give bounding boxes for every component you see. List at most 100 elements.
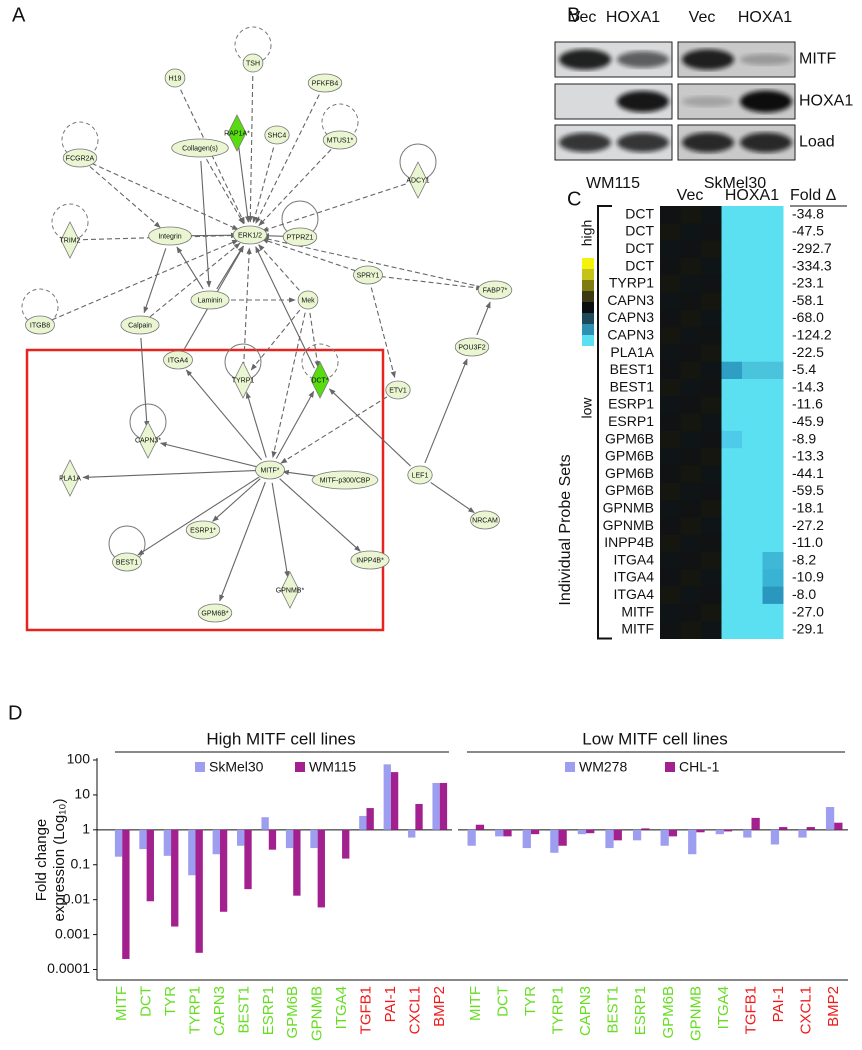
heatmap-cell — [680, 327, 702, 345]
node-shape — [310, 361, 330, 399]
row-gene: INPP4B — [604, 534, 654, 550]
node-label: FCGR2A — [66, 155, 95, 162]
heatmap-cell — [742, 327, 763, 345]
heatmap-cell — [742, 413, 763, 432]
node-shape — [60, 221, 80, 259]
blot-band — [617, 90, 669, 113]
network-nodes: H19 TSH PFKFB4 FCGR2A Collagen(s) RAP1A* SHC4 M… — [25, 53, 513, 623]
heatmap-cell — [762, 413, 784, 432]
node-shape — [408, 161, 428, 199]
network-edge — [216, 245, 244, 290]
y-tick-label: 10 — [74, 786, 90, 802]
heatmap-cell — [701, 517, 722, 536]
heatmap-cell — [721, 552, 743, 570]
network-edge — [243, 247, 252, 368]
x-tick-label: PAI-1 — [382, 986, 399, 1022]
node-label: GPM6B* — [201, 610, 229, 617]
node-label: PFKFB4 — [312, 80, 339, 87]
heatmap-cell — [701, 603, 722, 622]
row-fold: -29.1 — [792, 621, 824, 637]
bar — [530, 829, 540, 835]
network-edge — [149, 242, 241, 318]
heatmap-header: Fold Δ — [790, 187, 837, 204]
row-fold: -45.9 — [792, 413, 824, 429]
heatmap-cell — [660, 465, 681, 484]
heatmap-cell — [660, 448, 681, 466]
network-edge — [89, 166, 161, 228]
x-tick-label: GPNMB — [309, 986, 326, 1041]
x-tick-label: TGFB1 — [742, 986, 759, 1034]
node-label: Laminin — [198, 297, 223, 304]
heatmap-cell — [762, 552, 784, 570]
row-gene: GPM6B — [605, 448, 654, 464]
heatmap-cell — [721, 465, 743, 484]
heatmap-cell — [680, 552, 702, 570]
x-tick-label: BMP2 — [431, 986, 448, 1027]
heatmap-cell — [680, 206, 702, 224]
network-edge — [430, 481, 475, 514]
node-shape — [470, 510, 500, 530]
heatmap-cell — [742, 257, 763, 276]
heatmap-cell — [660, 206, 681, 224]
bar — [342, 829, 350, 859]
node-label: H19 — [169, 75, 182, 82]
y-tick-label: 0.1 — [71, 855, 91, 871]
heatmap-cell — [762, 257, 784, 276]
legend-high: high — [579, 220, 595, 246]
blot-band — [617, 132, 669, 153]
node-shape — [164, 68, 186, 88]
heatmap-cell — [762, 309, 784, 328]
node-shape — [227, 114, 247, 152]
heatmap-cell — [721, 327, 743, 345]
node-label: MITF-p300/CBP — [320, 477, 371, 484]
legend-low: low — [579, 397, 595, 419]
heatmap-cell — [660, 500, 681, 518]
bar — [715, 829, 724, 835]
network-edge — [252, 147, 275, 224]
node-label: TSH — [246, 60, 260, 67]
heatmap-cell — [680, 223, 702, 242]
heatmap-cell — [660, 292, 681, 311]
network-edge — [258, 244, 300, 291]
row-gene: GPNMB — [603, 517, 654, 533]
bar — [696, 829, 705, 833]
bar — [475, 824, 485, 830]
bar — [139, 829, 147, 850]
row-fold: -11.6 — [792, 396, 823, 412]
heatmap-cell — [680, 534, 702, 553]
blot-column-label: HOXA1 — [738, 9, 792, 26]
node-label: ESRP1* — [190, 527, 216, 534]
row-fold: -5.4 — [792, 361, 816, 377]
node-label: INPP4B* — [356, 557, 384, 564]
heatmap-cell — [762, 275, 784, 293]
network-edge — [380, 275, 483, 291]
network-edge — [206, 158, 244, 225]
bar — [770, 829, 780, 845]
heatmap-cell — [742, 482, 763, 501]
blot-band — [682, 49, 734, 70]
heatmap-cell — [721, 292, 743, 311]
heatmap-cell — [721, 309, 743, 328]
heatmap-cell — [680, 482, 702, 501]
panel-label: B — [567, 4, 580, 26]
y-tick-label: 100 — [67, 751, 91, 767]
network-edge — [82, 232, 238, 241]
network-edge — [476, 301, 491, 336]
node-label: DCT* — [311, 377, 328, 384]
row-fold: -11.0 — [792, 534, 823, 550]
row-gene: ESRP1 — [608, 413, 654, 429]
heatmap-cell — [762, 344, 784, 363]
network-edge — [200, 160, 212, 288]
row-fold: -334.3 — [792, 257, 832, 273]
node-shape — [322, 130, 358, 150]
bar — [188, 829, 196, 876]
bracket — [597, 205, 612, 640]
row-fold: -23.1 — [792, 275, 824, 291]
x-tick-label: GPM6B — [660, 986, 677, 1039]
bar — [834, 822, 843, 830]
bar — [668, 829, 678, 837]
color-scale — [582, 280, 594, 291]
heatmap-cell — [742, 379, 763, 397]
heatmap-cell — [742, 206, 763, 224]
row-gene: GPM6B — [605, 465, 654, 481]
